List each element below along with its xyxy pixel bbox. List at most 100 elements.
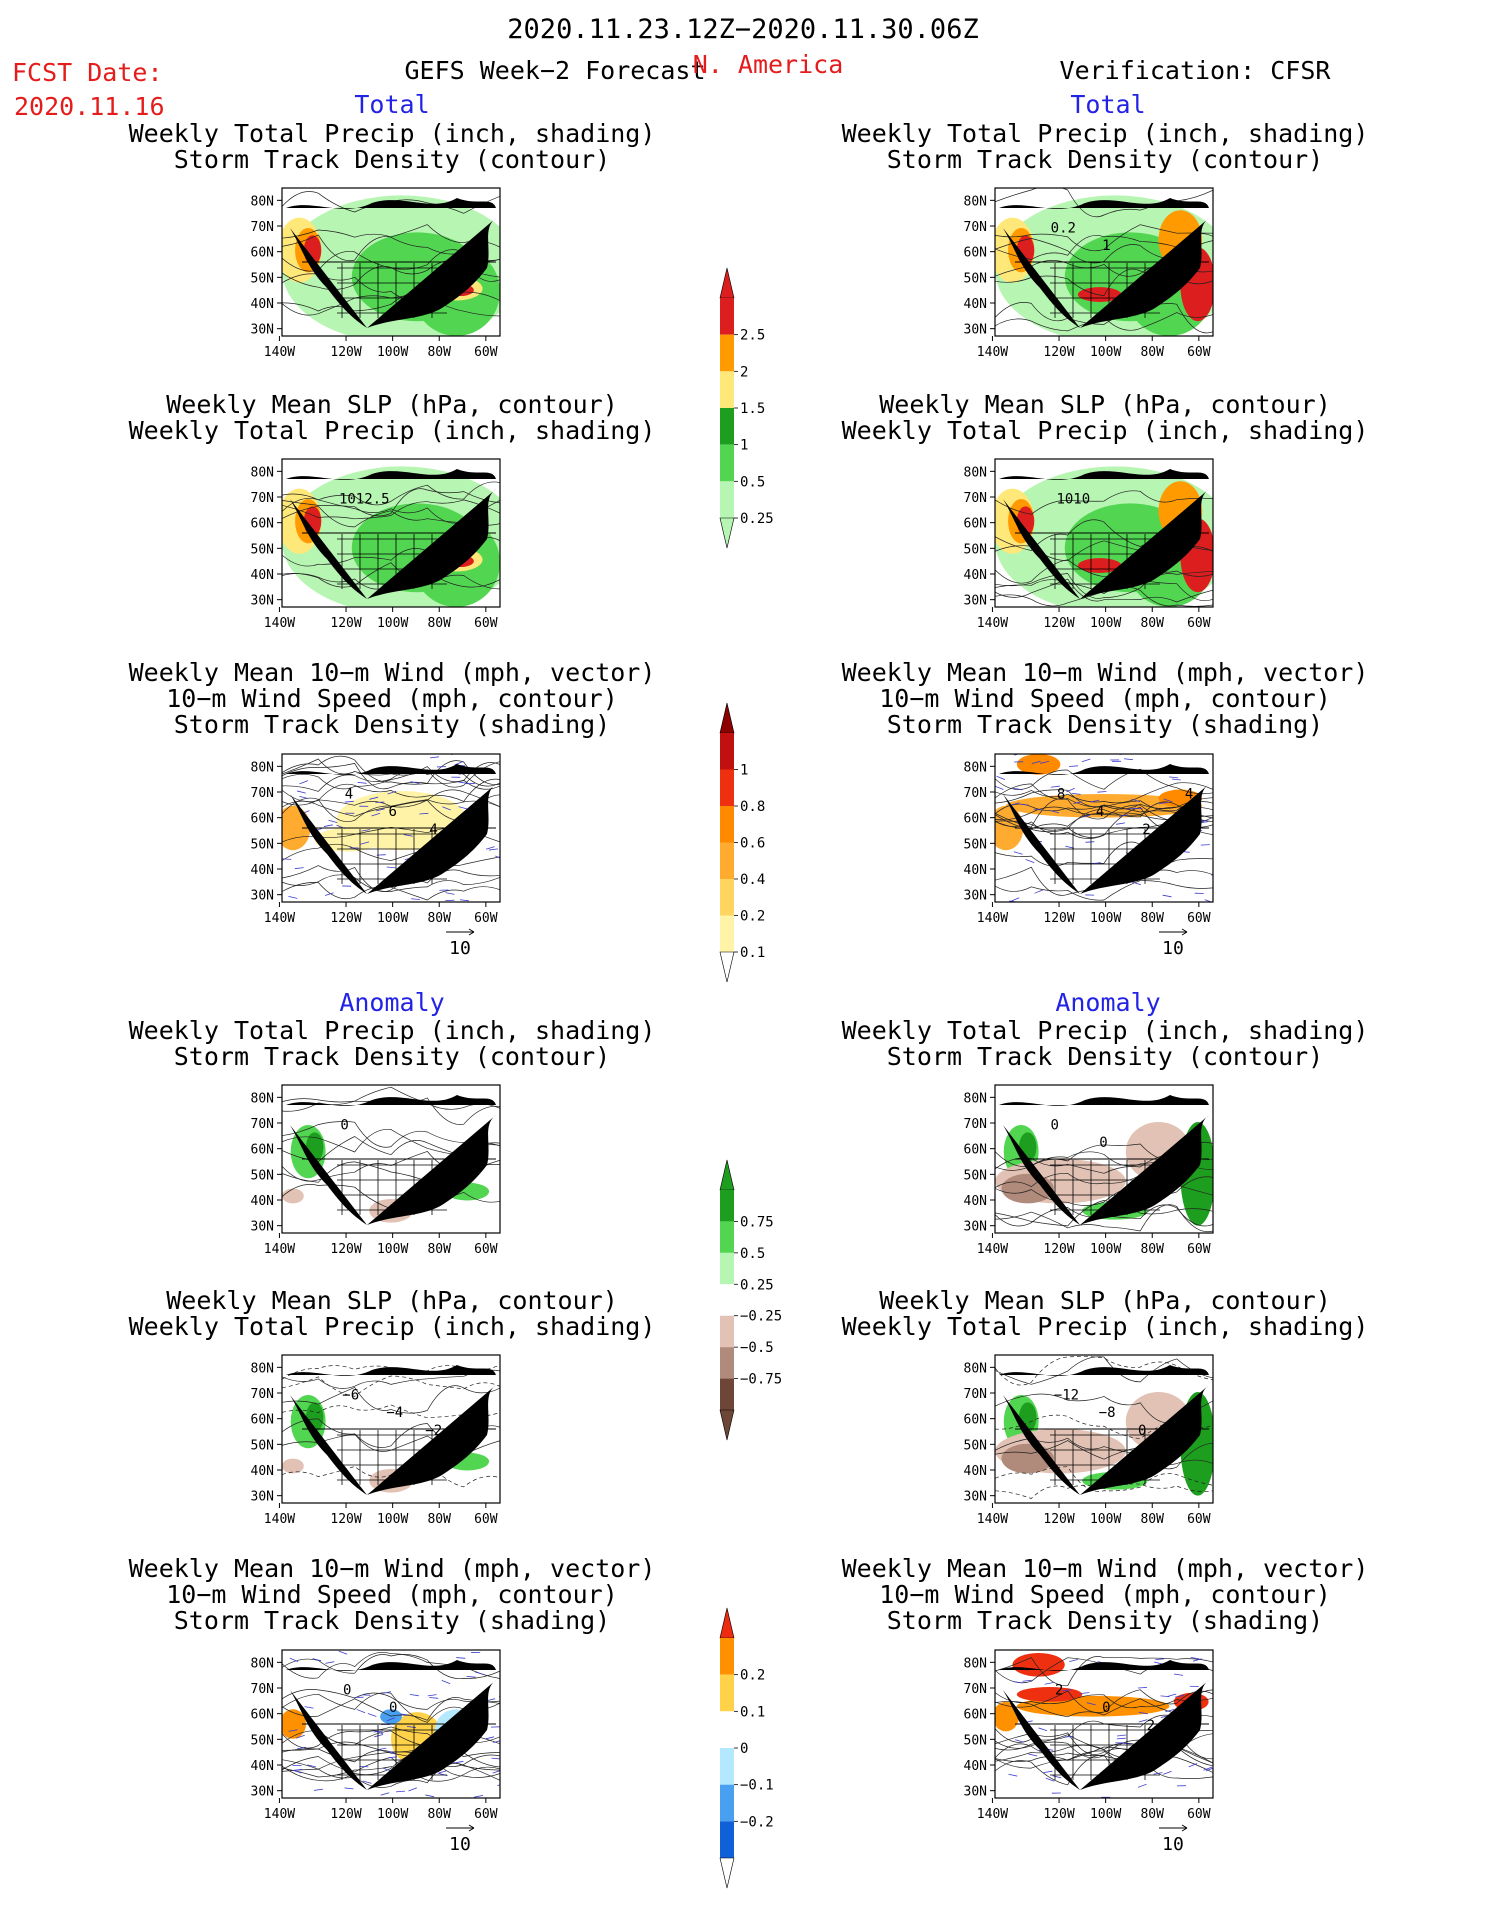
contour-line: [995, 801, 1213, 833]
contour-line: [282, 760, 500, 790]
contour-line: [995, 1356, 1213, 1385]
lon-label: 120W: [330, 616, 361, 631]
wind-vector: [445, 892, 455, 895]
wind-vector: [459, 899, 469, 902]
wind-vector: [1171, 778, 1181, 781]
colorbar-tick-label: 0.25: [740, 1277, 774, 1293]
wind-vector: [497, 1784, 500, 1787]
wind-vector: [1158, 802, 1168, 805]
lon-label: 120W: [330, 911, 361, 926]
lat-label: 30N: [251, 594, 274, 609]
section-total-verification: Total: [1070, 90, 1146, 119]
colorbar-tick-label: −0.1: [740, 1778, 774, 1794]
wind-vector: [1200, 844, 1210, 846]
lat-label: 80N: [251, 1361, 274, 1376]
wind-vector: [429, 1697, 439, 1699]
contour-line: [282, 1697, 500, 1721]
map-frame: [281, 1354, 501, 1504]
colorbar-precip-anom: 0.75 0.5 0.25 −0.25 −0.5 −0.75: [719, 1159, 782, 1441]
contour-line: [282, 766, 500, 790]
vector-reference-label: 10: [1162, 1834, 1184, 1855]
wind-vector: [1050, 785, 1060, 788]
wind-vector: [288, 895, 298, 899]
lat-label: 50N: [964, 271, 987, 286]
panel-title-line: Weekly Mean 10−m Wind (mph, vector): [128, 1554, 656, 1583]
panel-title-line: Storm Track Density (shading): [886, 1606, 1324, 1635]
section-anomaly-forecast: Anomaly: [339, 988, 445, 1017]
lat-label: 50N: [964, 837, 987, 852]
contour-line: [282, 562, 500, 590]
wind-vector: [1050, 810, 1060, 814]
wind-vector: [1121, 1742, 1131, 1745]
wind-vector: [1034, 889, 1044, 894]
contour-line: [995, 1656, 1213, 1687]
coastline: [286, 198, 496, 328]
colorbar-swatch: [720, 1378, 734, 1410]
wind-vector: [299, 780, 309, 785]
map-panel: 80N 70N 60N 50N 40N 30N 140W 120W 100W 80W 60W 1012…: [251, 458, 501, 631]
lon-label: 140W: [977, 1512, 1008, 1527]
map-panel: 80N 70N 60N 50N 40N 30N 140W 120W 100W 80W 60W 4 6 4: [251, 753, 501, 926]
wind-vector: [1188, 1763, 1198, 1768]
contour-line: [282, 1375, 500, 1397]
wind-vector: [1117, 1734, 1127, 1737]
wind-vector: [1062, 1689, 1072, 1692]
wind-vector: [488, 848, 499, 851]
lon-label: 80W: [427, 345, 451, 360]
lon-label: 140W: [977, 1242, 1008, 1257]
panel-title-line: Storm Track Density (contour): [886, 1042, 1324, 1071]
wind-vector: [1131, 798, 1141, 803]
lat-label: 50N: [964, 1733, 987, 1748]
lat-label: 80N: [251, 1656, 274, 1671]
main-title: 2020.11.23.12Z−2020.11.30.06Z: [507, 14, 979, 45]
lon-label: 60W: [474, 911, 498, 926]
wind-vector: [344, 1787, 354, 1790]
contour-label: 4: [1185, 786, 1193, 802]
wind-vector: [1080, 1692, 1090, 1694]
wind-vector: [1022, 1679, 1032, 1682]
contour-line: [282, 1369, 500, 1389]
contour-line: [282, 797, 500, 822]
panel-title-line: Storm Track Density (contour): [173, 145, 611, 174]
colorbar-storm-total: 1 0.8 0.6 0.4 0.2 0.1: [719, 702, 765, 983]
contour-label: 4: [1096, 804, 1104, 820]
wind-vector: [371, 812, 381, 817]
lat-label: 30N: [964, 1490, 987, 1505]
lat-label: 80N: [251, 465, 274, 480]
wind-vector: [995, 785, 1004, 790]
section-total-forecast: Total: [354, 90, 430, 119]
contour-line: [282, 755, 500, 785]
colorbar-swatch: [720, 408, 734, 445]
lon-label: 120W: [1043, 911, 1074, 926]
contour-line: [995, 1689, 1213, 1713]
wind-vector: [1081, 814, 1091, 818]
lat-label: 70N: [964, 220, 987, 235]
wind-vector: [296, 790, 306, 794]
wind-vector: [1066, 787, 1075, 793]
map-panel: 80N 70N 60N 50N 40N 30N 140W 120W 100W 80W 60W 2 0 2: [964, 1649, 1214, 1822]
lat-label: 80N: [251, 194, 274, 209]
lat-label: 50N: [964, 1438, 987, 1453]
wind-vector: [493, 1740, 500, 1744]
colorbar-swatch: [720, 298, 734, 335]
lon-label: 120W: [1043, 616, 1074, 631]
panel-title-line: Weekly Total Precip (inch, shading): [841, 1312, 1369, 1341]
colorbar-bottom-arrow: [719, 1409, 735, 1441]
shading-region: [380, 1709, 402, 1724]
wind-vector: [1165, 1709, 1175, 1713]
contour-line: [282, 1760, 500, 1778]
panel-title-line: Weekly Mean 10−m Wind (mph, vector): [841, 1554, 1369, 1583]
coastline: [286, 469, 496, 599]
wind-vector: [1153, 1772, 1163, 1775]
panel-title-line: 10−m Wind Speed (mph, contour): [166, 684, 618, 713]
lon-label: 80W: [1140, 1512, 1164, 1527]
lat-label: 80N: [251, 1091, 274, 1106]
contour-line: [282, 1086, 500, 1110]
lon-label: 120W: [1043, 1807, 1074, 1822]
wind-vector: [1097, 791, 1107, 793]
wind-vector: [1192, 1658, 1202, 1662]
wind-vector: [408, 1787, 418, 1792]
coastline: [286, 1095, 496, 1225]
wind-vector: [386, 1717, 396, 1722]
lat-label: 60N: [251, 812, 274, 827]
